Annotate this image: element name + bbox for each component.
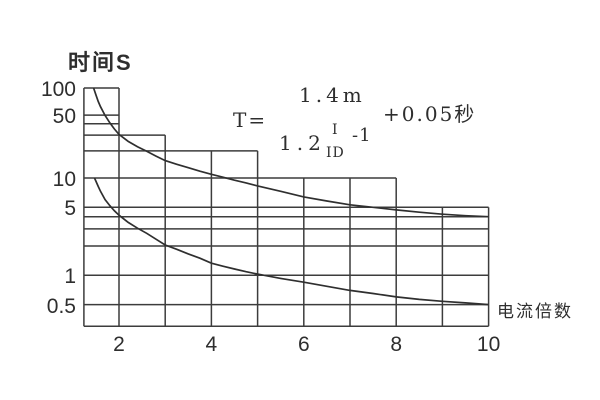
y-tick-label: 0.5 [46, 294, 76, 318]
y-tick-label: 50 [52, 105, 76, 129]
y-tick-label: 100 [40, 78, 76, 101]
formula-denominator-base: 1.2 [279, 131, 326, 155]
y-axis-title: 时间S [68, 50, 133, 75]
y-tick-label: 10 [52, 168, 76, 191]
x-tick-label: 10 [476, 333, 501, 356]
formula-lhs: T= [233, 108, 268, 132]
formula-suffix: +0.05秒 [383, 102, 477, 126]
formula-denominator-suffix: -1 [352, 125, 372, 146]
x-tick-label: 4 [205, 333, 218, 356]
x-tick-label: 6 [297, 333, 310, 356]
y-tick-label: 1 [64, 265, 76, 289]
lower-inverse-time-curve [93, 177, 489, 306]
x-tick-label: 8 [390, 333, 403, 356]
formula-numerator: 1.4m [299, 83, 366, 107]
x-axis-title: 电流倍数 [497, 302, 573, 321]
formula-exponent-denominator: ID [326, 145, 345, 161]
formula-exponent-numerator: I [332, 122, 338, 138]
x-tick-label: 2 [113, 333, 125, 356]
upper-inverse-time-curve [92, 87, 489, 218]
y-tick-label: 5 [64, 197, 76, 221]
